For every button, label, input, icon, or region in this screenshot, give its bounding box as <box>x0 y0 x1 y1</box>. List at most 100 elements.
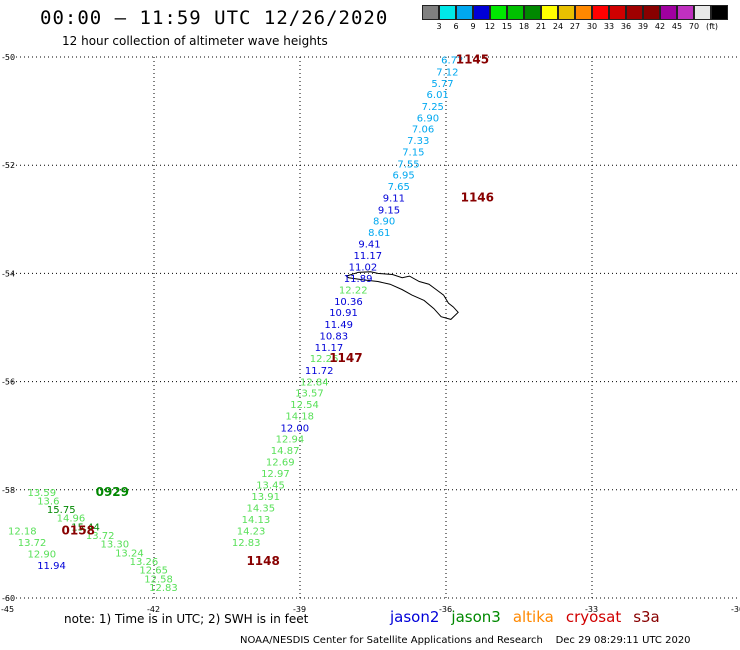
wave-height-points: 6.727.125.776.017.256.907.067.337.157.55… <box>8 55 463 594</box>
legend-label: 45 <box>671 22 683 31</box>
credit-line: NOAA/NESDIS Center for Satellite Applica… <box>240 635 691 646</box>
footer-note: note: 1) Time is in UTC; 2) SWH is in fe… <box>64 612 309 626</box>
wave-height-point: 11.49 <box>324 320 353 331</box>
legend-label: 33 <box>603 22 615 31</box>
time-label: 1146 <box>461 190 494 204</box>
wave-height-point: 14.13 <box>242 515 271 526</box>
wave-height-point: 12.58 <box>144 574 173 585</box>
time-label: 1148 <box>246 554 279 568</box>
time-label: 0929 <box>96 485 129 499</box>
wave-height-point: 9.41 <box>358 239 380 250</box>
chart-title: 00:00 – 11:59 UTC 12/26/2020 <box>40 7 389 29</box>
legend-label: 30 <box>586 22 598 31</box>
y-tick-label: -50 <box>2 53 15 62</box>
wave-height-point: 12.65 <box>139 566 168 577</box>
legend-label: 42 <box>654 22 666 31</box>
map-grid <box>8 56 738 599</box>
wave-height-point: 10.91 <box>329 308 358 319</box>
wave-height-point: 7.15 <box>402 147 424 158</box>
legend-swatch <box>711 5 728 20</box>
wave-height-point: 14.87 <box>271 446 300 457</box>
legend-label: 39 <box>637 22 649 31</box>
wave-height-point: 14.23 <box>237 527 266 538</box>
wave-height-point: 15.44 <box>71 522 100 533</box>
wave-height-point: 12.22 <box>339 285 368 296</box>
wave-height-point: 12.94 <box>276 435 305 446</box>
wave-height-point: 8.90 <box>373 217 395 228</box>
wave-height-point: 14.18 <box>285 411 314 422</box>
legend-swatch <box>609 5 626 20</box>
y-tick-label: -52 <box>2 161 15 170</box>
legend-label: 21 <box>535 22 547 31</box>
legend-swatch <box>592 5 609 20</box>
wave-height-point: 12.83 <box>232 538 261 549</box>
wave-height-point: 8.61 <box>368 228 390 239</box>
wave-height-point: 11.17 <box>315 343 344 354</box>
wave-height-point: 7.55 <box>397 159 419 170</box>
wave-height-point: 12.83 <box>149 583 178 594</box>
wave-height-point: 6.01 <box>427 90 449 101</box>
x-tick-label: -30 <box>731 605 740 614</box>
wave-height-point: 12.84 <box>300 377 329 388</box>
y-tick-label: -54 <box>2 269 15 278</box>
x-tick-label: -39 <box>293 605 306 614</box>
legend-unit: (ft) <box>706 22 719 31</box>
satellite-s3a: s3a <box>633 608 660 626</box>
wave-height-point: 14.35 <box>246 503 275 514</box>
time-label: 0158 <box>62 524 95 538</box>
wave-height-point: 12.26 <box>310 354 339 365</box>
x-tick-label: -42 <box>147 605 160 614</box>
wave-height-point: 7.25 <box>422 102 444 113</box>
y-tick-label: -56 <box>2 378 15 387</box>
legend-label: 24 <box>552 22 564 31</box>
legend-swatch <box>473 5 490 20</box>
legend-swatch <box>490 5 507 20</box>
legend-swatch <box>643 5 660 20</box>
wave-height-point: 13.45 <box>256 481 285 492</box>
wave-height-point: 12.69 <box>266 457 295 468</box>
chart-subtitle: 12 hour collection of altimeter wave hei… <box>62 34 328 48</box>
wave-height-point: 7.65 <box>388 182 410 193</box>
legend-swatch <box>456 5 473 20</box>
wave-height-point: 10.83 <box>319 331 348 342</box>
legend-swatch <box>507 5 524 20</box>
wave-height-point: 12.18 <box>8 527 37 538</box>
legend-swatch <box>677 5 694 20</box>
wave-height-point: 13.6 <box>37 496 59 507</box>
satellite-jason3: jason3 <box>451 608 501 626</box>
legend-swatch <box>660 5 677 20</box>
legend-label: 18 <box>518 22 530 31</box>
legend-label: 12 <box>484 22 496 31</box>
wave-height-point: 11.72 <box>305 366 334 377</box>
legend-label: 70 <box>688 22 700 31</box>
wave-height-point: 6.90 <box>417 113 439 124</box>
wave-height-point: 6.72 <box>441 55 463 66</box>
legend-label: 6 <box>453 22 459 31</box>
wave-height-point: 15.75 <box>47 505 76 516</box>
legend-swatch <box>439 5 456 20</box>
coastline <box>345 271 459 320</box>
wave-height-point: 13.72 <box>86 531 115 542</box>
legend-swatch <box>524 5 541 20</box>
x-tick-label: -36 <box>439 605 452 614</box>
wave-height-point: 5.77 <box>431 79 453 90</box>
legend-label: 9 <box>470 22 476 31</box>
legend-swatch <box>558 5 575 20</box>
wave-height-point: 11.17 <box>354 251 383 262</box>
wave-height-point: 12.97 <box>261 469 290 480</box>
wave-height-point: 12.90 <box>27 549 56 560</box>
satellite-jason2: jason2 <box>390 608 440 626</box>
satellite-cryosat: cryosat <box>565 608 622 626</box>
legend-label: 27 <box>569 22 581 31</box>
wave-height-point: 6.95 <box>392 171 414 182</box>
wave-height-point: 11.94 <box>37 561 66 572</box>
wave-height-point: 13.26 <box>130 557 159 568</box>
legend-label: 3 <box>436 22 442 31</box>
wave-height-point: 12.54 <box>290 400 319 411</box>
legend-swatch <box>626 5 643 20</box>
wave-height-point: 13.91 <box>251 492 280 503</box>
wave-height-point: 11.02 <box>349 263 378 274</box>
legend-swatch <box>694 5 711 20</box>
x-tick-label: -45 <box>1 605 14 614</box>
